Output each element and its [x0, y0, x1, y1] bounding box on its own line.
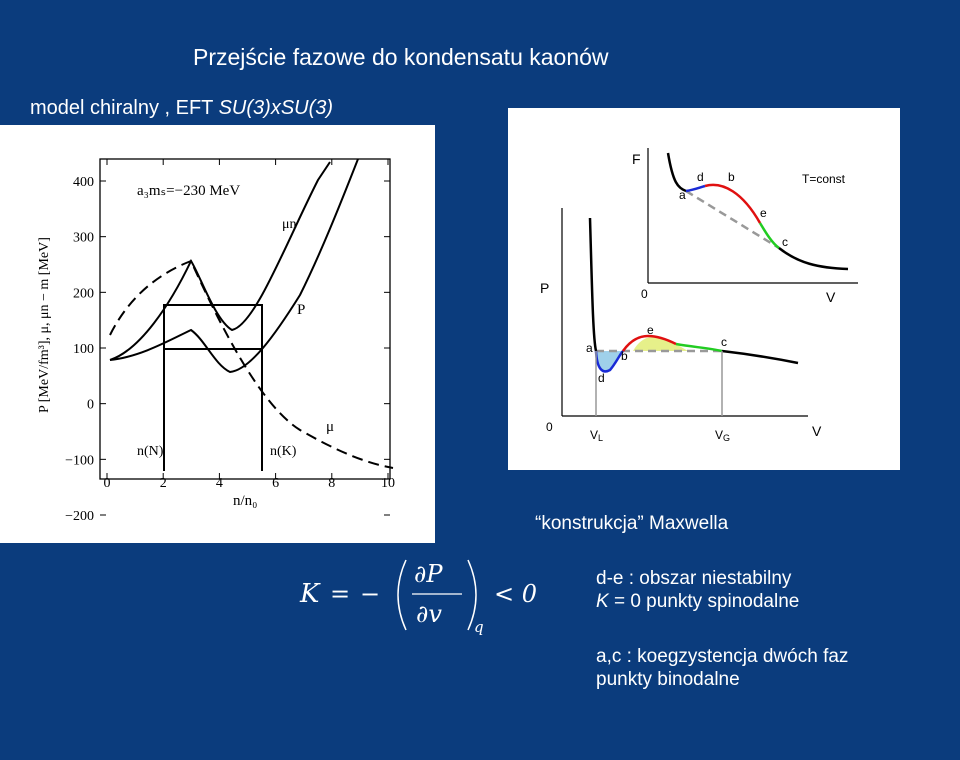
y-tick-label: −200	[65, 509, 94, 524]
right-chart: F 0 V T=const a d b e c P 0 V VL VG a d …	[540, 148, 858, 443]
curve-mu-n	[109, 161, 331, 361]
left-chart: P [MeV/fm³], μ, μn − m [MeV] n/n₀ a₃mₛ=−…	[37, 158, 396, 524]
note-K: K	[596, 591, 609, 612]
x-tick-labels: 0 2 4 6 8 10	[104, 476, 396, 491]
formula-dv: ∂v	[416, 600, 442, 628]
P-label: P	[540, 280, 549, 296]
VG-label: VG	[715, 428, 730, 443]
right-chart-panel: F 0 V T=const a d b e c P 0 V VL VG a d …	[508, 108, 900, 470]
y-tick-label: 0	[87, 398, 94, 413]
y-tick-labels: 400 300 200 100 0 −100 −200	[65, 175, 94, 524]
formula-eq: =	[330, 580, 350, 608]
P-V-label: V	[812, 423, 822, 439]
F-origin: 0	[641, 287, 648, 301]
formula-lt: < 0	[494, 580, 537, 608]
x-tick-label: 10	[381, 476, 395, 491]
F-V-label: V	[826, 289, 836, 305]
label-mu-n: μn	[282, 217, 297, 232]
note-ac-line1: a,c : koegzystencja dwóch faz	[596, 646, 849, 667]
x-axis-label: n/n₀	[233, 493, 257, 509]
formula-paren-right	[467, 559, 477, 631]
P-point-c: c	[721, 335, 727, 349]
note-de-rest: = 0 punkty spinodalne	[608, 591, 800, 612]
F-point-d: d	[697, 170, 704, 184]
T-const-label: T=const	[802, 172, 846, 186]
F-point-a: a	[679, 188, 686, 202]
label-nK: n(K)	[270, 444, 297, 459]
note-ac-line2: punkty binodalne	[596, 669, 740, 690]
slide-title: Przejście fazowe do kondensatu kaonów	[193, 44, 609, 70]
curve-mu	[109, 259, 394, 469]
axis-ticks	[100, 159, 390, 516]
slide-subtitle: model chiralny , EFT SU(3)xSU(3)	[30, 97, 333, 120]
F-curve-right	[778, 247, 849, 271]
F-label: F	[632, 151, 641, 167]
subtitle-plain: model chiralny , EFT	[30, 97, 219, 119]
P-curve-blue	[594, 350, 624, 373]
subtitle-italic: SU(3)xSU(3)	[218, 97, 334, 119]
y-tick-label: −100	[65, 453, 94, 468]
P-curve-right	[721, 349, 799, 365]
F-curve-red	[704, 183, 762, 224]
label-mu: μ	[326, 419, 334, 435]
F-point-b: b	[728, 170, 735, 184]
P-point-d: d	[598, 371, 605, 385]
y-tick-label: 300	[73, 231, 94, 246]
F-point-e: e	[760, 206, 767, 220]
fill-area-blue	[596, 351, 623, 372]
maxwell-construction-label: “konstrukcja” Maxwella	[535, 513, 729, 534]
formula-minus: −	[360, 580, 380, 608]
compressibility-formula: K = − ∂P ∂v q < 0	[299, 559, 537, 636]
F-curve-green	[758, 222, 780, 250]
note-de-line1: d-e : obszar niestabilny	[596, 568, 792, 589]
P-point-e: e	[647, 323, 654, 337]
P-point-b: b	[621, 349, 628, 363]
param-annotation: a₃mₛ=−230 MeV	[137, 183, 240, 199]
x-tick-label: 0	[104, 476, 111, 491]
curve-P	[109, 158, 359, 374]
note-de-line2: K = 0 punkty spinodalne	[596, 590, 799, 613]
y-axis-label: P [MeV/fm³], μ, μn − m [MeV]	[37, 237, 52, 413]
x-tick-label: 4	[216, 476, 223, 491]
P-curve-green	[675, 342, 723, 353]
P-origin: 0	[546, 420, 553, 434]
common-tangent	[685, 189, 780, 250]
F-curve-left	[666, 152, 687, 193]
fill-area-yellow	[633, 336, 688, 351]
y-tick-label: 100	[73, 342, 94, 357]
x-tick-label: 6	[272, 476, 279, 491]
y-tick-label: 400	[73, 175, 94, 190]
formula-q: q	[474, 618, 484, 636]
x-tick-label: 8	[328, 476, 335, 491]
x-tick-label: 2	[160, 476, 167, 491]
label-P: P	[297, 302, 305, 318]
note-spinodal: d-e : obszar niestabilny K = 0 punkty sp…	[596, 567, 799, 613]
plot-frame	[99, 158, 391, 480]
note-binodal: a,c : koegzystencja dwóch faz punkty bin…	[596, 645, 848, 691]
left-chart-panel: P [MeV/fm³], μ, μn − m [MeV] n/n₀ a₃mₛ=−…	[0, 125, 435, 543]
P-curve-red	[621, 334, 677, 352]
VL-label: VL	[590, 428, 603, 443]
label-nN: n(N)	[137, 444, 164, 459]
maxwell-box	[163, 304, 263, 350]
P-point-a: a	[586, 341, 593, 355]
F-curve-blue	[685, 184, 706, 193]
formula-K: K	[299, 579, 321, 609]
P-curve-left	[588, 217, 598, 352]
formula-dP: ∂P	[414, 560, 443, 588]
F-point-c: c	[782, 235, 788, 249]
y-tick-label: 200	[73, 286, 94, 301]
formula-paren-left	[397, 559, 407, 631]
